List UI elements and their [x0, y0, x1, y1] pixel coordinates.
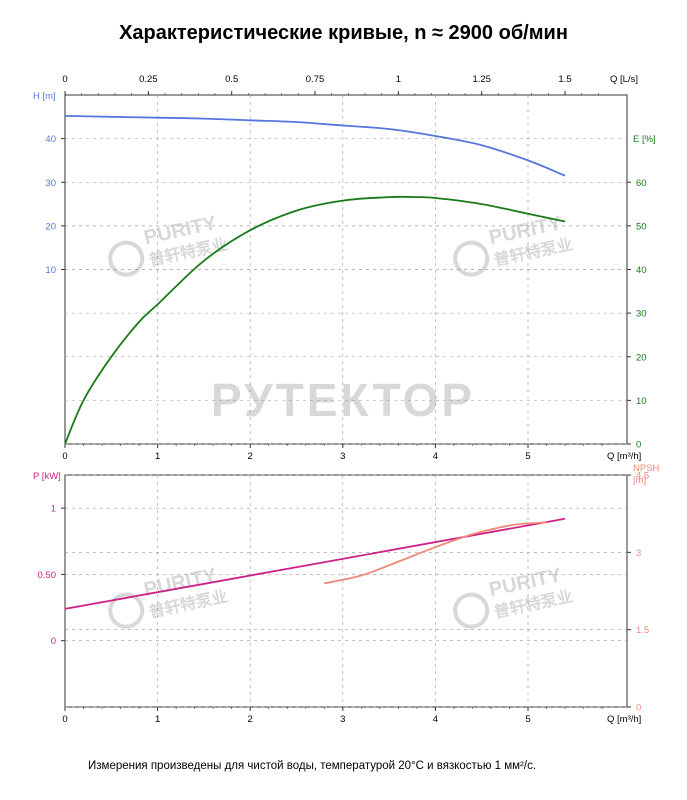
y-left-tick-label: 0 — [51, 636, 56, 647]
x-top-tick-label: 1.5 — [558, 74, 571, 85]
y-right-tick-label: 3 — [636, 548, 641, 559]
y-right-tick-label: 40 — [636, 265, 647, 276]
y-right-tick-label: 50 — [636, 221, 647, 232]
y-right-tick-label: 1.5 — [636, 625, 649, 636]
x-tick-label: 0 — [62, 714, 67, 725]
x-top-tick-label: 1 — [396, 74, 401, 85]
x-tick-label: 1 — [155, 451, 160, 462]
x-top-tick-label: 0.5 — [225, 74, 238, 85]
y-left-tick-label: 1 — [51, 504, 56, 515]
y-left-tick-label: 0.50 — [38, 570, 57, 581]
y-right-axis-label-unit: [m] — [633, 475, 646, 486]
watermark-logo-icon — [453, 240, 490, 277]
y-left-axis-label: H [m] — [33, 91, 56, 102]
y-right-tick-label: 30 — [636, 309, 647, 320]
footnote: Измерения произведены для чистой воды, т… — [88, 760, 537, 772]
power-curve — [64, 517, 566, 610]
x-top-axis-label: Q [L/s] — [610, 74, 638, 85]
x-tick-label: 3 — [340, 714, 345, 725]
x-tick-label: 4 — [433, 714, 438, 725]
y-right-tick-label: 10 — [636, 396, 647, 407]
y-right-tick-label: 0 — [636, 703, 641, 714]
x-tick-label: 2 — [248, 714, 253, 725]
x-tick-label: 4 — [433, 451, 438, 462]
page-title: Характеристические кривые, n ≈ 2900 об/м… — [119, 22, 568, 44]
x-top-tick-label: 0 — [62, 74, 67, 85]
y-left-tick-label: 20 — [45, 221, 56, 232]
efficiency-curve — [64, 195, 566, 445]
y-right-axis-label: E [%] — [633, 134, 656, 145]
y-left-axis-label: P [kW] — [33, 471, 61, 482]
watermark-main: РУТЕКТОР — [211, 374, 475, 426]
watermark-logo-icon — [453, 592, 490, 629]
x-tick-label: 2 — [248, 451, 253, 462]
x-tick-label: 1 — [155, 714, 160, 725]
x-tick-label: 0 — [62, 451, 67, 462]
y-right-tick-label: 0 — [636, 440, 641, 451]
y-right-tick-label: 4.5 — [636, 471, 649, 482]
y-left-tick-label: 10 — [45, 265, 56, 276]
x-tick-label: 5 — [525, 714, 530, 725]
y-right-tick-label: 20 — [636, 352, 647, 363]
x-tick-label: 3 — [340, 451, 345, 462]
npsh-curve — [324, 521, 547, 585]
x-top-tick-label: 0.75 — [306, 74, 325, 85]
y-right-tick-label: 60 — [636, 178, 647, 189]
y-left-tick-label: 30 — [45, 178, 56, 189]
y-right-axis-label: NPSH — [633, 463, 660, 474]
watermark-logo-icon — [108, 592, 145, 629]
head-curve — [64, 115, 566, 177]
watermark-logo-icon — [108, 240, 145, 277]
x-top-tick-label: 0.25 — [139, 74, 158, 85]
x-axis-label: Q [m³/h] — [607, 451, 641, 462]
x-axis-label: Q [m³/h] — [607, 714, 641, 725]
x-tick-label: 5 — [525, 451, 530, 462]
y-left-tick-label: 40 — [45, 134, 56, 145]
x-top-tick-label: 1.25 — [472, 74, 491, 85]
